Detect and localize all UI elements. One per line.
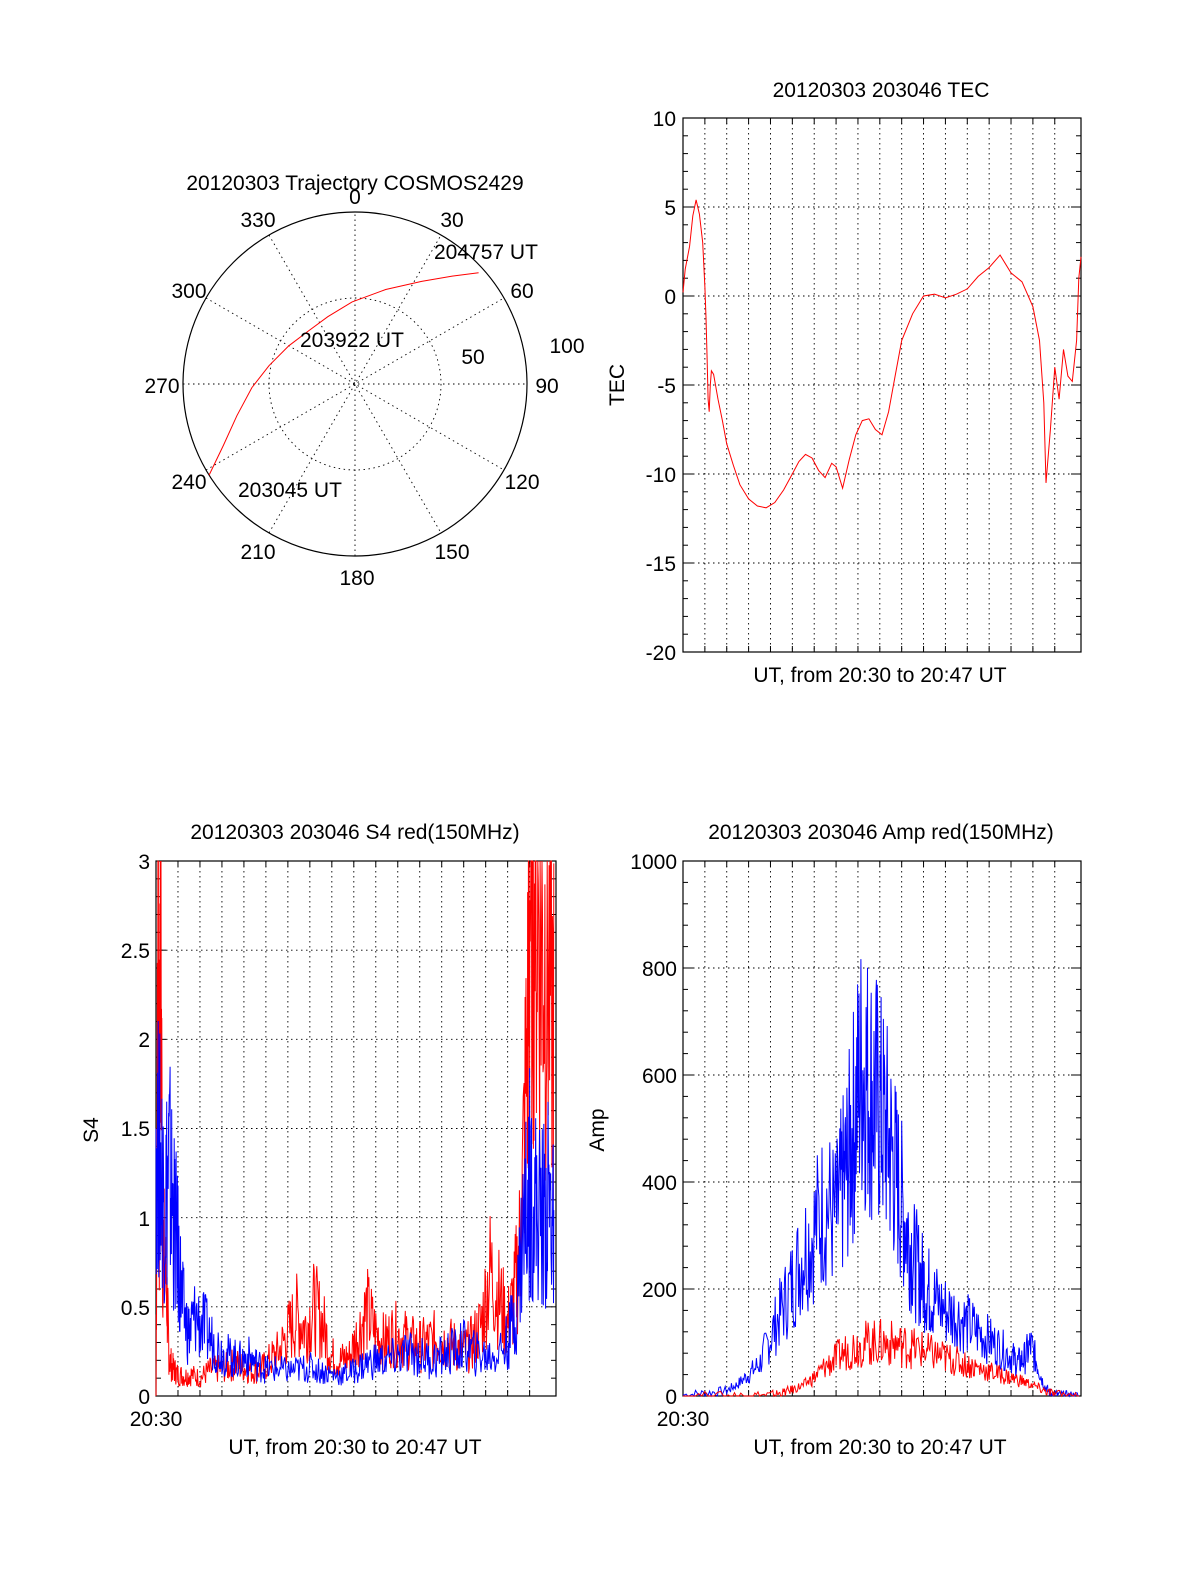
amp-xlabel: UT, from 20:30 to 20:47 UT	[753, 1436, 1006, 1459]
polar-trajectory-plot: 20120303 Trajectory COSMOS2429 0 30 60 9…	[144, 172, 584, 590]
az-label-90: 90	[535, 375, 558, 398]
tec-ticks	[683, 117, 1081, 652]
annotation-mid-time: 203922 UT	[300, 329, 404, 352]
az-label-300: 300	[171, 280, 206, 303]
amp-ytick-1000: 1000	[630, 851, 677, 874]
s4-x-start-label: 20:30	[130, 1408, 183, 1431]
amp-ytick-400: 400	[642, 1172, 677, 1195]
az-label-60: 60	[510, 280, 533, 303]
s4-ytick-3: 3	[138, 851, 150, 874]
tec-ytick-m15: -15	[646, 553, 676, 576]
s4-plot: 20120303 203046 S4 red(150MHz) 3 2.5 2 1…	[80, 821, 557, 1459]
az-label-330: 330	[240, 209, 275, 232]
amp-plot: 20120303 203046 Amp red(150MHz) 1000 800…	[586, 821, 1082, 1459]
tec-ylabel: TEC	[606, 364, 629, 406]
amp-ytick-600: 600	[642, 1065, 677, 1088]
annotation-start-time: 203045 UT	[238, 479, 342, 502]
amp-ytick-200: 200	[642, 1279, 677, 1302]
amp-title: 20120303 203046 Amp red(150MHz)	[708, 821, 1054, 844]
tec-ytick-10: 10	[653, 108, 676, 131]
s4-red-series-line	[155, 860, 555, 1397]
tec-y-tick-labels: 10 5 0 -5 -10 -15 -20	[646, 108, 676, 665]
ring-label-100: 100	[549, 335, 584, 358]
az-label-30: 30	[440, 209, 463, 232]
az-label-270: 270	[144, 375, 179, 398]
s4-ytick-1: 1	[138, 1208, 150, 1231]
s4-blue-series-line	[155, 1020, 555, 1386]
tec-frame	[682, 117, 1082, 653]
amp-y-tick-labels: 1000 800 600 400 200 0	[630, 851, 677, 1409]
amp-red-series-line	[683, 1318, 1079, 1398]
tec-ytick-m10: -10	[646, 464, 676, 487]
tec-ytick-0: 0	[664, 286, 676, 309]
amp-blue-series-line	[683, 959, 1079, 1398]
tec-ytick-m20: -20	[646, 642, 676, 665]
tec-ytick-m5: -5	[657, 375, 676, 398]
s4-title: 20120303 203046 S4 red(150MHz)	[190, 821, 519, 844]
tec-series-line	[682, 199, 1082, 509]
polar-azimuth-labels: 0 30 60 90 120 150 180 210 240 270 300 3…	[144, 186, 558, 590]
amp-ytick-0: 0	[665, 1386, 677, 1409]
s4-ytick-0-5: 0.5	[121, 1297, 150, 1320]
s4-y-tick-labels: 3 2.5 2 1.5 1 0.5 0	[121, 851, 150, 1409]
tec-title: 20120303 203046 TEC	[773, 79, 990, 102]
s4-ytick-2-5: 2.5	[121, 940, 150, 963]
polar-title: 20120303 Trajectory COSMOS2429	[186, 172, 523, 195]
az-label-240: 240	[171, 471, 206, 494]
amp-ytick-800: 800	[642, 958, 677, 981]
az-label-120: 120	[504, 471, 539, 494]
amp-ylabel: Amp	[586, 1108, 609, 1151]
s4-ytick-2: 2	[138, 1029, 150, 1052]
polar-trajectory-line	[208, 272, 479, 476]
amp-ticks	[683, 860, 1081, 1396]
tec-xlabel: UT, from 20:30 to 20:47 UT	[753, 664, 1006, 687]
polar-inner-ring	[268, 297, 442, 471]
tec-ytick-5: 5	[664, 197, 676, 220]
az-label-180: 180	[339, 567, 374, 590]
s4-ytick-0: 0	[138, 1386, 150, 1409]
amp-frame	[682, 860, 1082, 1397]
s4-xlabel: UT, from 20:30 to 20:47 UT	[228, 1436, 481, 1459]
tec-grid	[683, 118, 1081, 652]
annotation-end-time: 204757 UT	[434, 241, 538, 264]
s4-ytick-1-5: 1.5	[121, 1118, 150, 1141]
amp-x-start-label: 20:30	[657, 1408, 710, 1431]
az-label-150: 150	[434, 541, 469, 564]
az-label-0: 0	[349, 186, 361, 209]
amp-grid	[683, 861, 1081, 1396]
az-label-210: 210	[240, 541, 275, 564]
ring-label-50: 50	[461, 346, 484, 369]
s4-ylabel: S4	[80, 1117, 103, 1143]
tec-plot: 20120303 203046 TEC 10 5 0 -5 -10 -15 -2…	[606, 79, 1082, 687]
